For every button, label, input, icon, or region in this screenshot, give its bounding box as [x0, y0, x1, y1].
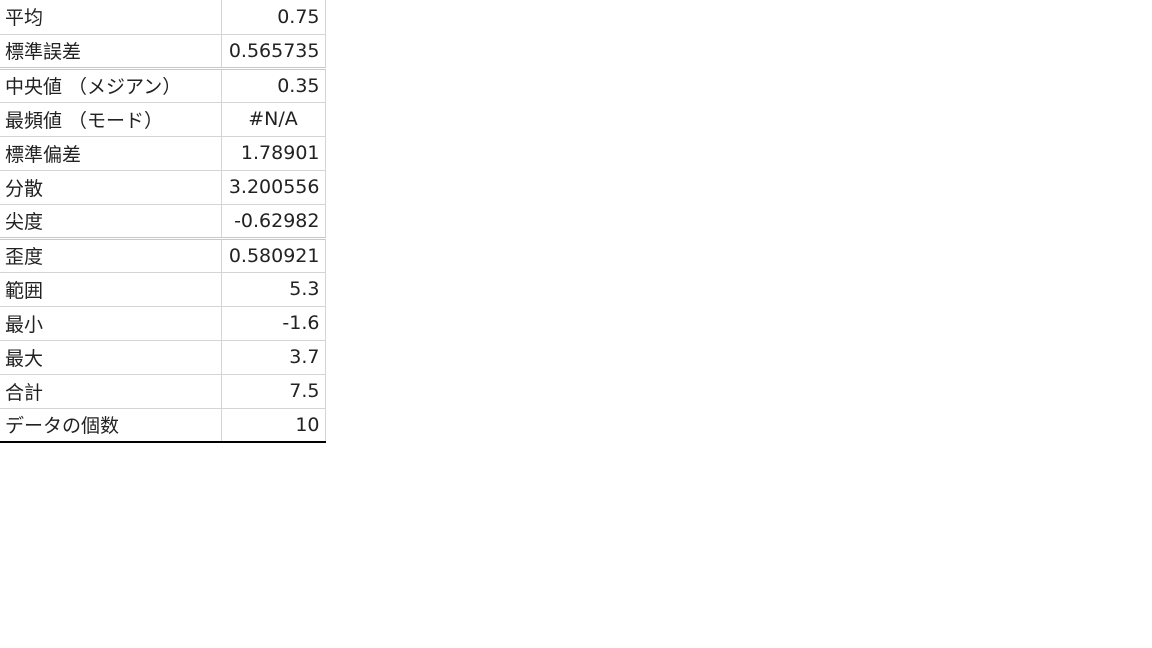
stat-value-cell[interactable]: 3.7: [220, 339, 326, 375]
table-row: 標準誤差 0.565735: [0, 33, 326, 69]
stat-value-cell[interactable]: 3.200556: [220, 169, 326, 205]
stat-label-cell[interactable]: 標準偏差: [0, 135, 222, 171]
stat-value-cell[interactable]: 1.78901: [220, 135, 326, 171]
table-row: 範囲 5.3: [0, 271, 326, 307]
stat-label-cell[interactable]: 最小: [0, 305, 222, 341]
table-row: 尖度 -0.62982: [0, 203, 326, 239]
stat-value-cell[interactable]: -1.6: [220, 305, 326, 341]
stat-value-cell[interactable]: 0.565735: [220, 33, 326, 69]
table-row: 最頻値 （モード） #N/A: [0, 101, 326, 137]
descriptive-statistics-table: 平均 0.75 標準誤差 0.565735 中央値 （メジアン） 0.35 最頻値 （モード…: [0, 0, 326, 443]
table-row: 最大 3.7: [0, 339, 326, 375]
table-row: 最小 -1.6: [0, 305, 326, 341]
stat-label-cell[interactable]: 範囲: [0, 271, 222, 307]
stat-label-cell[interactable]: 最大: [0, 339, 222, 375]
table-row: 標準偏差 1.78901: [0, 135, 326, 171]
table-row: 合計 7.5: [0, 373, 326, 409]
stat-label-cell[interactable]: 中央値 （メジアン）: [0, 66, 222, 103]
stat-value-cell[interactable]: 10: [220, 407, 326, 443]
stat-value-cell[interactable]: 0.35: [220, 66, 326, 103]
table-row: 分散 3.200556: [0, 169, 326, 205]
stat-label-cell[interactable]: 分散: [0, 169, 222, 205]
stat-label-cell[interactable]: 最頻値 （モード）: [0, 101, 222, 137]
stat-value-cell[interactable]: 0.580921: [220, 236, 326, 273]
table-row: データの個数 10: [0, 407, 326, 443]
stat-label-cell[interactable]: 尖度: [0, 203, 222, 239]
stat-label-cell[interactable]: 歪度: [0, 236, 222, 273]
stat-label-cell[interactable]: 合計: [0, 373, 222, 409]
stat-value-cell[interactable]: 0.75: [220, 0, 326, 35]
stat-label-cell[interactable]: 標準誤差: [0, 33, 222, 69]
table-row: 歪度 0.580921: [0, 236, 326, 273]
table-row: 中央値 （メジアン） 0.35: [0, 66, 326, 103]
stat-value-cell[interactable]: -0.62982: [220, 203, 326, 239]
stat-value-cell[interactable]: 7.5: [220, 373, 326, 409]
stat-value-cell[interactable]: #N/A: [220, 101, 326, 137]
table-row: 平均 0.75: [0, 0, 326, 35]
stat-value-cell[interactable]: 5.3: [220, 271, 326, 307]
stat-label-cell[interactable]: データの個数: [0, 407, 222, 443]
stat-label-cell[interactable]: 平均: [0, 0, 222, 35]
